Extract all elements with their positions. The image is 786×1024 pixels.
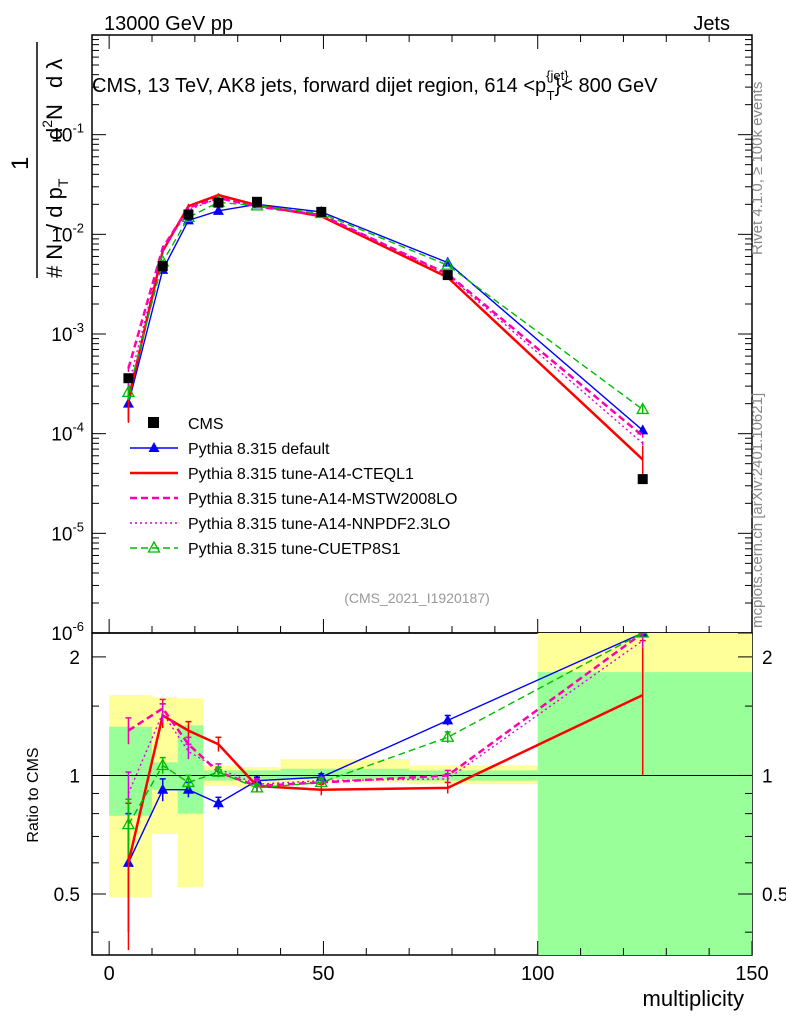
legend-label: CMS [188, 416, 224, 433]
series-point [636, 402, 650, 415]
y-tick-label: 10-5 [51, 519, 84, 545]
data-point [637, 474, 648, 485]
ratio-series-line [127, 633, 644, 864]
ylabel-dpt: / d pT [42, 178, 71, 230]
data-point [252, 196, 262, 207]
analysis-id: (CMS_2021_I1920187) [344, 590, 490, 606]
rivet-label: Rivet 4.1.0, ≥ 100k events [749, 82, 766, 255]
ratio-series-line [127, 640, 644, 794]
legend-label: Pythia 8.315 tune-A14-NNPDF2.3LO [188, 516, 450, 533]
series-point [121, 384, 136, 397]
legend-label: Pythia 8.315 tune-CUETP8S1 [188, 541, 401, 558]
series-point [637, 424, 649, 435]
series-line [127, 203, 644, 431]
legend-label: Pythia 8.315 tune-A14-CTEQL1 [188, 466, 414, 483]
legend-marker [147, 540, 161, 553]
main-ylabel: 1 #N / d pT d2N d λ [7, 42, 71, 278]
series-line [127, 193, 644, 461]
x-tick-label: 100 [521, 963, 554, 985]
x-tick-label: 50 [312, 963, 334, 985]
ratio-point [156, 758, 170, 771]
y-tick-label: 10-2 [51, 220, 84, 246]
ratio-bands [109, 633, 752, 955]
ratio-point [442, 714, 454, 725]
legend: CMS Pythia 8.315 default Pythia 8.315 tune… [130, 416, 457, 558]
series-point [441, 257, 455, 270]
plot-curves [121, 193, 650, 951]
ratio-point [441, 729, 455, 742]
ylabel-dlambda: d λ [42, 59, 67, 88]
data-point [157, 261, 168, 272]
data-point [123, 373, 134, 384]
data-point [183, 209, 194, 220]
data-point [316, 206, 327, 217]
y-tick-label: 10-3 [51, 320, 84, 346]
band-stat [280, 768, 410, 779]
ylabel-numerator: d2N [39, 104, 67, 140]
ratio-ylabel: Ratio to CMS [25, 747, 42, 842]
series-line [127, 197, 644, 444]
main-panel [121, 193, 650, 485]
band-stat [537, 672, 752, 955]
ylabel-one: 1 [7, 157, 34, 170]
axis-ticks: 0 50 100 150 10-6 10-5 10-4 10-3 10-2 10-1 0.5 0.5 1… [51, 35, 786, 985]
data-point [442, 270, 453, 281]
ratio-y-tick-label-right: 2 [762, 648, 773, 669]
ratio-point [121, 817, 136, 830]
ratio-point [181, 775, 196, 788]
y-tick-label: 10-1 [51, 121, 84, 147]
y-tick-label: 10-6 [51, 619, 84, 645]
ratio-point [212, 797, 224, 808]
x-axis-label: multiplicity [643, 986, 744, 1011]
series-point [212, 204, 224, 215]
ratio-y-tick-label: 0.5 [54, 885, 80, 906]
ratio-point [157, 783, 169, 794]
band-stat [177, 725, 204, 814]
x-tick-label: 150 [735, 963, 768, 985]
ratio-y-tick-label-right: 1 [762, 766, 773, 787]
chart-title: CMS, 13 TeV, AK8 jets, forward dijet reg… [92, 68, 658, 103]
x-tick-label: 0 [104, 963, 115, 985]
legend-label: Pythia 8.315 default [188, 441, 330, 458]
legend-marker [148, 442, 160, 452]
ratio-y-tick-label: 1 [69, 766, 80, 787]
ratio-series-line [127, 633, 644, 788]
header-left: 13000 GeV pp [104, 13, 233, 35]
legend-label: Pythia 8.315 tune-A14-MSTW2008LO [188, 491, 457, 508]
series-line [127, 201, 644, 411]
series-line [127, 196, 644, 437]
ratio-point [636, 633, 650, 638]
ratio-point [211, 764, 226, 777]
ratio-point [250, 780, 264, 793]
ratio-point [314, 775, 328, 788]
data-point [213, 197, 224, 208]
band-stat [109, 726, 152, 816]
mcplots-label: mcplots.cern.ch [arXiv:2401.10621] [749, 393, 766, 628]
ylabel-denominator: #N [42, 244, 67, 278]
ratio-panel [121, 633, 650, 951]
ratio-series-line [127, 693, 644, 864]
ratio-y-tick-label-right: 0.5 [762, 885, 786, 906]
y-tick-label: 10-4 [51, 420, 84, 446]
ratio-y-tick-label: 2 [69, 648, 80, 669]
legend-marker-data [148, 417, 159, 428]
header-right: Jets [693, 13, 730, 35]
